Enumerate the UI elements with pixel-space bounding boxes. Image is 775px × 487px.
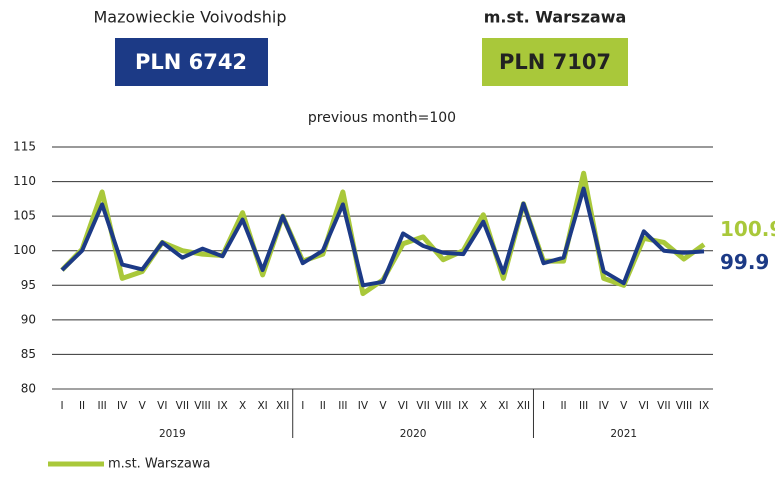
x-tick-label: V	[379, 400, 387, 412]
y-tick-label: 115	[13, 140, 36, 154]
x-tick-label: VIII	[194, 400, 210, 412]
x-tick-label: VI	[639, 400, 649, 412]
x-tick-label: II	[560, 400, 566, 412]
x-tick-label: V	[139, 400, 147, 412]
x-tick-label: XII	[517, 400, 530, 412]
y-tick-label: 90	[21, 312, 36, 326]
city-value: PLN 7107	[499, 50, 611, 74]
y-tick-label: 100	[13, 243, 36, 257]
y-tick-label: 110	[13, 174, 36, 188]
region-label: Mazowieckie Voivodship	[93, 8, 286, 27]
x-tick-label: I	[542, 400, 545, 412]
x-tick-label: X	[239, 400, 246, 412]
x-tick-label: VIII	[435, 400, 451, 412]
region-box	[115, 38, 268, 86]
x-tick-label: III	[579, 400, 588, 412]
group-label: 2021	[610, 428, 637, 440]
x-tick-label: III	[338, 400, 347, 412]
x-tick-label: I	[60, 400, 63, 412]
city-label: m.st. Warszawa	[484, 8, 627, 27]
x-tick-label: IV	[599, 400, 610, 412]
x-tick-label: XI	[498, 400, 508, 412]
x-tick-label: X	[480, 400, 487, 412]
end-label: 99.9	[720, 250, 769, 274]
x-tick-label: IV	[358, 400, 369, 412]
x-tick-label: VI	[157, 400, 167, 412]
x-tick-label: VII	[176, 400, 189, 412]
x-tick-label: II	[79, 400, 85, 412]
legend-label: m.st. Warszawa	[108, 457, 210, 472]
x-tick-label: V	[620, 400, 628, 412]
x-tick-label: XI	[257, 400, 267, 412]
x-tick-label: IX	[458, 400, 468, 412]
x-tick-label: IV	[117, 400, 128, 412]
x-tick-label: II	[320, 400, 326, 412]
x-tick-label: VIII	[676, 400, 692, 412]
x-tick-label: VII	[657, 400, 670, 412]
y-tick-label: 95	[21, 278, 36, 292]
subtitle: previous month=100	[308, 110, 456, 126]
end-label: 100.9	[720, 217, 775, 241]
x-tick-label: VII	[416, 400, 429, 412]
y-tick-label: 85	[21, 347, 36, 361]
region-value: PLN 6742	[135, 50, 247, 74]
y-tick-label: 105	[13, 209, 36, 223]
x-tick-label: XII	[276, 400, 289, 412]
series-line	[60, 186, 705, 288]
group-label: 2019	[159, 428, 186, 440]
group-label: 2020	[400, 428, 427, 440]
city-box	[482, 38, 628, 86]
x-tick-label: IX	[217, 400, 227, 412]
x-tick-label: I	[301, 400, 304, 412]
x-tick-label: IX	[699, 400, 709, 412]
y-tick-label: 80	[21, 382, 36, 396]
x-tick-label: III	[97, 400, 106, 412]
x-tick-label: VI	[398, 400, 408, 412]
